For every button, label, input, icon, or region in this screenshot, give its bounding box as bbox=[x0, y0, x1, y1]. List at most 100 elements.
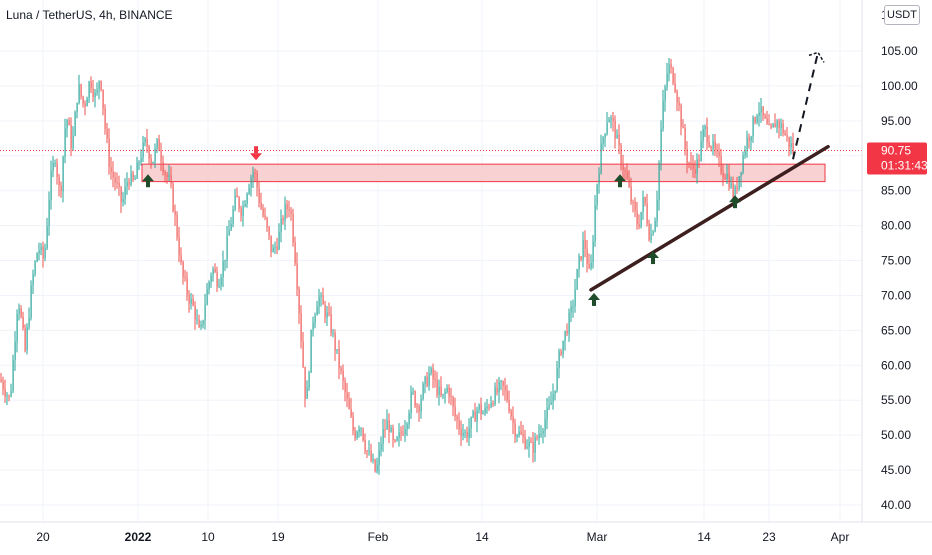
candle-body bbox=[264, 215, 266, 218]
candle-body bbox=[738, 176, 740, 190]
candle-body bbox=[356, 432, 358, 439]
candle-body bbox=[754, 117, 756, 123]
candle-body bbox=[184, 276, 186, 278]
candle-body bbox=[210, 275, 212, 283]
candle-body bbox=[442, 393, 444, 396]
candle-body bbox=[688, 162, 690, 164]
candle-body bbox=[648, 223, 650, 240]
candle-body bbox=[92, 88, 94, 97]
candle-body bbox=[590, 262, 592, 269]
candle-body bbox=[464, 432, 466, 434]
candle-body bbox=[412, 391, 414, 393]
candle-body bbox=[576, 269, 578, 290]
y-tick-label: 95.00 bbox=[881, 114, 911, 128]
candle-body bbox=[414, 391, 416, 407]
candle-body bbox=[678, 102, 680, 106]
candle-body bbox=[498, 382, 500, 393]
candle-body bbox=[696, 159, 698, 174]
buy-arrow-marker[interactable] bbox=[614, 174, 626, 188]
candle-body bbox=[182, 261, 184, 277]
candle-body bbox=[4, 389, 6, 397]
candle-body bbox=[190, 298, 192, 304]
candle-body bbox=[246, 193, 248, 204]
projection-arrowhead bbox=[808, 51, 825, 63]
candle-body bbox=[238, 197, 240, 209]
candle-body bbox=[674, 83, 676, 92]
candle-body bbox=[580, 256, 582, 260]
candle-body bbox=[320, 295, 322, 297]
candle-body bbox=[36, 253, 38, 262]
candle-body bbox=[352, 416, 354, 431]
candle-body bbox=[544, 419, 546, 431]
candle-body bbox=[462, 433, 464, 436]
candle-body bbox=[584, 240, 586, 249]
candle-body bbox=[772, 123, 774, 128]
candle-body bbox=[194, 305, 196, 320]
y-tick-label: 65.00 bbox=[881, 323, 911, 337]
candle-body bbox=[234, 195, 236, 210]
candle-body bbox=[304, 366, 306, 399]
price-axis[interactable] bbox=[862, 0, 932, 550]
candle-body bbox=[128, 182, 130, 185]
candle-body bbox=[22, 316, 24, 328]
candle-body bbox=[276, 246, 278, 250]
candle-body bbox=[24, 327, 26, 351]
candle-body bbox=[170, 175, 172, 184]
candle-body bbox=[528, 441, 530, 448]
buy-arrow-marker[interactable] bbox=[729, 195, 741, 209]
candle-body bbox=[700, 141, 702, 161]
candle-body bbox=[664, 87, 666, 101]
support-trendline[interactable] bbox=[589, 144, 830, 292]
buy-arrow-marker[interactable] bbox=[647, 251, 659, 265]
candle-body bbox=[650, 234, 652, 240]
resistance-zone[interactable] bbox=[141, 163, 826, 183]
candle-body bbox=[718, 151, 720, 157]
candle-body bbox=[586, 248, 588, 265]
candle-body bbox=[612, 118, 614, 121]
y-tick-label: 45.00 bbox=[881, 463, 911, 477]
candle-body bbox=[380, 443, 382, 450]
candle-body bbox=[384, 428, 386, 430]
candle-body bbox=[564, 330, 566, 341]
unit-button[interactable]: USDT bbox=[884, 5, 920, 25]
buy-arrow-marker[interactable] bbox=[588, 292, 600, 306]
candle-body bbox=[316, 306, 318, 316]
candle-body bbox=[388, 420, 390, 433]
candle-body bbox=[476, 410, 478, 422]
candle-body bbox=[362, 428, 364, 441]
projection-path[interactable] bbox=[792, 52, 819, 160]
candle-body bbox=[520, 431, 522, 435]
candle-body bbox=[240, 208, 242, 217]
candle-body bbox=[84, 103, 86, 107]
candle-body bbox=[788, 136, 790, 147]
candle-body bbox=[86, 98, 88, 107]
candle-body bbox=[770, 125, 772, 128]
candle-body bbox=[676, 91, 678, 103]
candle-body bbox=[314, 315, 316, 323]
candle-body bbox=[782, 123, 784, 134]
candle-body bbox=[306, 387, 308, 399]
candle-body bbox=[720, 156, 722, 173]
candle-body bbox=[300, 313, 302, 342]
buy-arrow-marker[interactable] bbox=[142, 174, 154, 188]
candle-body bbox=[768, 123, 770, 126]
candle-body bbox=[366, 450, 368, 452]
candle-body bbox=[616, 134, 618, 139]
candle-body bbox=[786, 134, 788, 137]
candle-body bbox=[756, 115, 758, 123]
candle-body bbox=[592, 241, 594, 263]
candle-body bbox=[546, 407, 548, 420]
candle-body bbox=[502, 381, 504, 386]
candle-body bbox=[666, 73, 668, 88]
candle-body bbox=[110, 167, 112, 173]
candle-body bbox=[42, 246, 44, 259]
candle-body bbox=[104, 108, 106, 129]
candle-body bbox=[652, 231, 654, 235]
sell-arrow-marker[interactable] bbox=[250, 146, 262, 161]
candle-body bbox=[262, 208, 264, 216]
candle-body bbox=[550, 402, 552, 405]
candle-body bbox=[348, 398, 350, 410]
